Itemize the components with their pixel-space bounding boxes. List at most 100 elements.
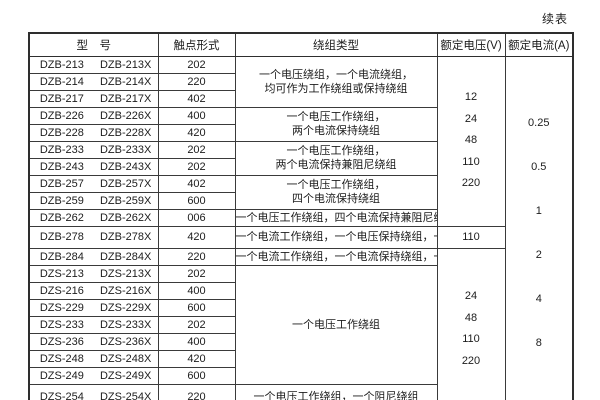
winding-type-cell: 一个电流工作绕组，一个电流保持绕组，一个电压保持绕组: [234, 248, 438, 266]
table-row: DZB-284 DZB-284X 220 一个电流工作绕组，一个电流保持绕组，一个电压…: [28, 248, 573, 400]
model-cell: DZS-248 DZS-248X: [28, 350, 159, 368]
table-row: DZB-228 DZB-228X 420: [28, 123, 573, 142]
winding-type-line: 两个电流保持兼阻尼绕组: [275, 159, 397, 171]
header-rated-current: 额定电流(A): [504, 32, 574, 57]
model-value: DZS-213: [39, 268, 84, 281]
model-value: DZB-213: [39, 58, 84, 71]
contact-form-cell: 202: [157, 265, 236, 283]
winding-type-cell: 一个电压工作绕组: [234, 265, 438, 385]
voltage-value: 48: [464, 134, 478, 147]
current-value: 0.5: [531, 161, 547, 173]
winding-type-line: 一个电压工作绕组，: [286, 145, 386, 157]
table-row: DZS-248 DZS-248X 420: [28, 350, 573, 368]
model-x-value: DZB-214X: [99, 75, 152, 88]
winding-type-line: 一个电压工作绕组: [292, 319, 380, 331]
model-value: DZS-229: [39, 302, 84, 315]
winding-type-line: 一个电压工作绕组，四个电流保持兼阻尼绕组: [235, 211, 437, 224]
winding-type-cell: 一个电流工作绕组，一个电压保持绕组，一个阻尼绕组: [234, 225, 438, 249]
table-row: DZB-217 DZB-217X 402: [28, 89, 573, 108]
winding-type-line: 四个电流保持绕组: [292, 193, 380, 205]
contact-form-cell: 220: [157, 384, 236, 400]
voltage-value: 48: [464, 311, 478, 324]
model-x-value: DZB-226X: [99, 109, 152, 122]
model-cell: DZS-233 DZS-233X: [28, 316, 159, 334]
model-x-value: DZS-248X: [99, 353, 152, 366]
contact-form-cell: 600: [157, 191, 236, 210]
model-value: DZB-243: [39, 160, 84, 173]
header-winding-type: 绕组类型: [234, 32, 438, 57]
current-value: 8: [535, 337, 542, 349]
model-cell: DZB-243 DZB-243X: [28, 157, 159, 176]
model-cell: DZS-229 DZS-229X: [28, 299, 159, 317]
winding-type-line: 一个电压工作绕组，: [286, 111, 386, 123]
model-value: DZB-233: [39, 143, 84, 156]
model-cell: DZS-254 DZS-254X: [28, 384, 159, 400]
model-x-value: DZB-213X: [99, 58, 152, 71]
model-cell: DZS-216 DZS-216X: [28, 282, 159, 300]
model-x-value: DZB-262X: [99, 211, 152, 224]
model-value: DZB-284: [39, 251, 84, 264]
header-rated-voltage: 额定电压(V): [436, 32, 506, 57]
model-x-value: DZS-213X: [99, 268, 152, 281]
model-value: DZS-233: [39, 319, 84, 332]
rated-voltage-cell: 12 24 48 110 220: [436, 55, 506, 227]
model-cell: DZB-217 DZB-217X: [28, 89, 159, 108]
current-value: 0.25: [528, 117, 550, 129]
contact-form-cell: 220: [157, 72, 236, 91]
contact-form-cell: 402: [157, 174, 236, 193]
winding-type-line: 一个电压绕组，一个电流绕组，: [259, 68, 413, 81]
table-row: DZB-233 DZB-233X 202 一个电压工作绕组， 两个电流保持兼阻尼绕组: [28, 140, 573, 176]
model-cell: DZB-226 DZB-226X: [28, 106, 159, 125]
model-x-value: DZB-284X: [99, 251, 152, 264]
contact-form-cell: 420: [157, 225, 236, 249]
table-row: DZS-229 DZS-229X 600: [28, 299, 573, 317]
model-cell: DZB-213 DZB-213X: [28, 55, 159, 74]
current-value: 1: [535, 205, 542, 217]
winding-type-cell: 一个电压工作绕组，四个电流保持兼阻尼绕组: [234, 208, 438, 227]
voltage-value: 24: [464, 290, 478, 303]
contact-form-cell: 420: [157, 350, 236, 368]
table-row: DZS-233 DZS-233X 202: [28, 316, 573, 334]
winding-type-cell: 一个电压工作绕组， 四个电流保持绕组: [234, 174, 438, 210]
winding-type-line: 一个电压工作绕组，: [286, 179, 386, 191]
model-cell: DZB-228 DZB-228X: [28, 123, 159, 142]
table-row: DZB-257 DZB-257X 402 一个电压工作绕组， 四个电流保持绕组: [28, 174, 573, 210]
model-cell: DZB-262 DZB-262X: [28, 208, 159, 227]
winding-type-line: 两个电流保持绕组: [292, 125, 380, 137]
rated-current-cell: 0.25 0.5 1 2 4 8: [504, 55, 574, 400]
contact-form-cell: 202: [157, 140, 236, 159]
model-x-value: DZB-259X: [99, 194, 152, 207]
model-x-value: DZS-254X: [99, 391, 152, 400]
model-x-value: DZS-216X: [99, 285, 152, 298]
relay-spec-table: 型 号 触点形式 绕组类型 额定电压(V) 额定电流(A) DZB-213 DZB…: [28, 32, 574, 400]
model-value: DZS-248: [39, 353, 84, 366]
current-value: 4: [535, 293, 542, 305]
winding-type-line: 一个电流工作绕组，一个电压保持绕组，一个阻尼绕组: [235, 231, 436, 244]
contact-form-cell: 202: [157, 55, 236, 74]
contact-form-cell: 400: [157, 106, 236, 125]
model-value: DZB-278: [39, 231, 84, 244]
model-value: DZS-249: [39, 370, 84, 383]
model-cell: DZB-233 DZB-233X: [28, 140, 159, 159]
table-row: DZB-243 DZB-243X 202: [28, 157, 573, 176]
continued-table-label: 续表: [541, 12, 568, 26]
table-row: DZS-216 DZS-216X 400: [28, 282, 573, 300]
model-cell: DZS-236 DZS-236X: [28, 333, 159, 351]
model-x-value: DZB-217X: [99, 92, 152, 105]
model-cell: DZS-249 DZS-249X: [28, 367, 159, 385]
voltage-value: 110: [462, 333, 480, 346]
model-x-value: DZS-249X: [99, 370, 152, 383]
voltage-value: 220: [461, 177, 481, 190]
contact-form-cell: 400: [157, 282, 236, 300]
contact-form-cell: 600: [157, 367, 236, 385]
model-value: DZB-226: [39, 109, 84, 122]
winding-type-cell: 一个电压工作绕组， 两个电流保持兼阻尼绕组: [234, 140, 438, 176]
voltage-value: 110: [462, 155, 480, 168]
table-row: DZS-254 DZS-254X 220 一个电压工作绕组，一个阻尼绕组: [28, 384, 573, 400]
model-value: DZS-236: [39, 336, 84, 349]
model-x-value: DZB-257X: [99, 177, 152, 190]
model-cell: DZB-214 DZB-214X: [28, 72, 159, 91]
model-value: DZB-257: [39, 177, 84, 190]
contact-form-cell: 006: [157, 208, 236, 227]
model-value: DZS-216: [39, 285, 84, 298]
